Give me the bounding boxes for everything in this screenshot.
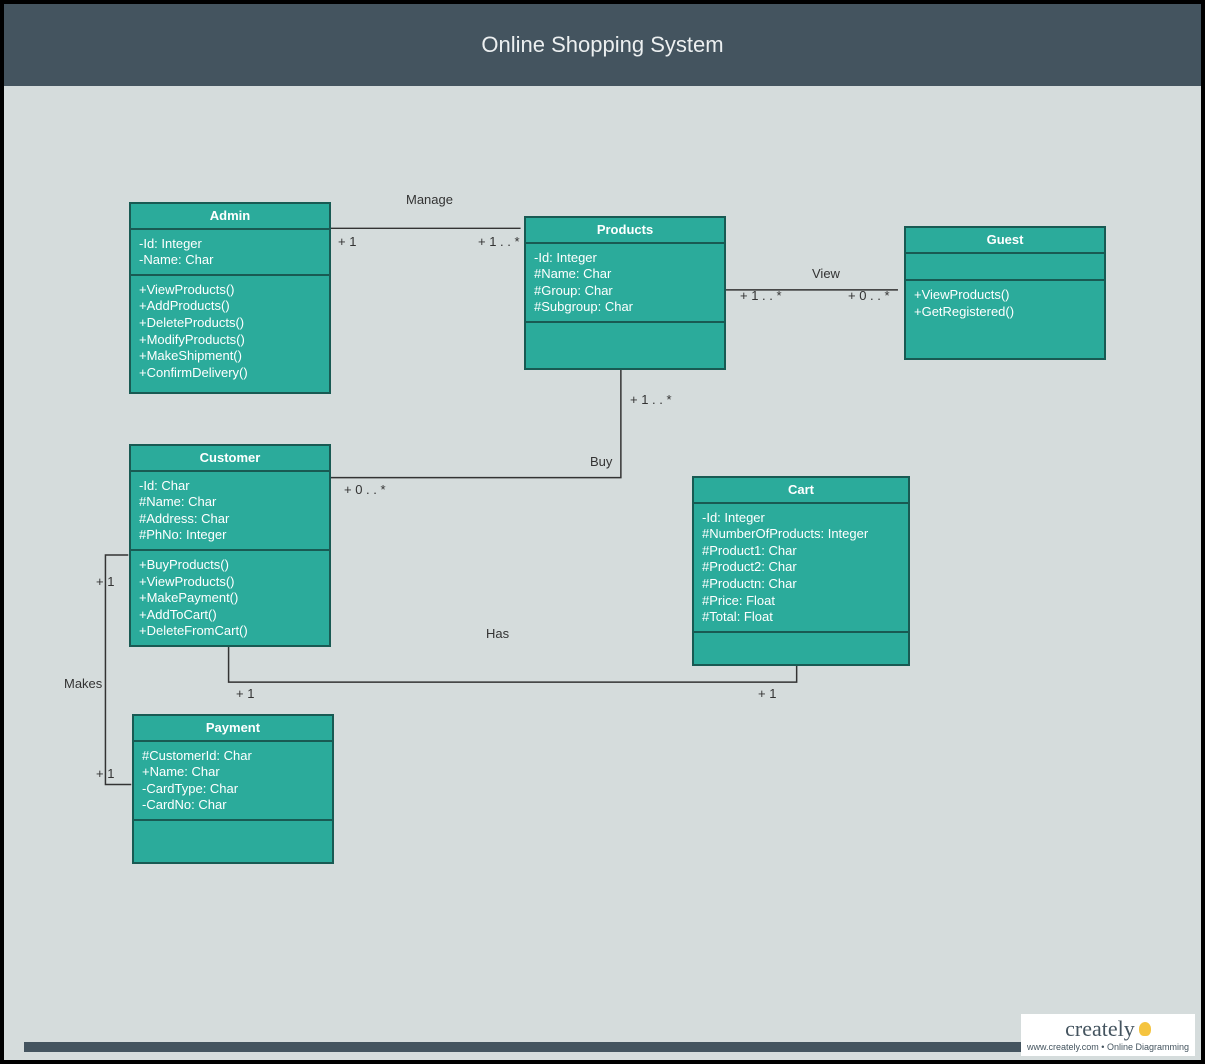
bulb-icon xyxy=(1139,1022,1151,1036)
class-methods: +ViewProducts()+AddProducts()+DeleteProd… xyxy=(131,276,329,387)
method-row: +MakeShipment() xyxy=(139,348,321,364)
edge-label-customer-cart: Has xyxy=(486,626,509,641)
attribute-row: #Product2: Char xyxy=(702,559,900,575)
class-attributes: -Id: Integer-Name: Char xyxy=(131,230,329,276)
method-row: +ViewProducts() xyxy=(139,574,321,590)
multiplicity: + 1 . . * xyxy=(478,234,520,249)
class-title: Admin xyxy=(131,204,329,230)
class-title: Cart xyxy=(694,478,908,504)
edge-label-products-customer: Buy xyxy=(590,454,612,469)
multiplicity: + 1 . . * xyxy=(740,288,782,303)
class-title: Payment xyxy=(134,716,332,742)
class-methods xyxy=(134,821,332,847)
method-row: +ModifyProducts() xyxy=(139,332,321,348)
page-outer: Online Shopping System Admin-Id: Integer… xyxy=(0,0,1205,1064)
brand-tagline: www.creately.com • Online Diagramming xyxy=(1027,1042,1189,1052)
diagram-title: Online Shopping System xyxy=(4,4,1201,86)
class-attributes: -Id: Integer#NumberOfProducts: Integer#P… xyxy=(694,504,908,633)
attribute-row: #Total: Float xyxy=(702,609,900,625)
edge-label-admin-products: Manage xyxy=(406,192,453,207)
attribute-row: #Product1: Char xyxy=(702,543,900,559)
method-row: +GetRegistered() xyxy=(914,304,1096,320)
attribute-row: #Name: Char xyxy=(139,494,321,510)
method-row: +AddProducts() xyxy=(139,298,321,314)
class-attributes: -Id: Char#Name: Char#Address: Char#PhNo:… xyxy=(131,472,329,551)
attribute-row: #PhNo: Integer xyxy=(139,527,321,543)
class-attributes: #CustomerId: Char+Name: Char-CardType: C… xyxy=(134,742,332,821)
attribute-row: #Name: Char xyxy=(534,266,716,282)
multiplicity: + 1 . . * xyxy=(630,392,672,407)
attribute-row: -CardNo: Char xyxy=(142,797,324,813)
method-row: +BuyProducts() xyxy=(139,557,321,573)
class-title: Products xyxy=(526,218,724,244)
method-row: +MakePayment() xyxy=(139,590,321,606)
multiplicity: + 0 . . * xyxy=(848,288,890,303)
attribute-row: -Id: Integer xyxy=(534,250,716,266)
attribute-row: -Id: Integer xyxy=(702,510,900,526)
class-title: Guest xyxy=(906,228,1104,254)
attribute-row: #Subgroup: Char xyxy=(534,299,716,315)
multiplicity: + 1 xyxy=(758,686,776,701)
class-methods xyxy=(526,323,724,349)
multiplicity: + 1 xyxy=(96,574,114,589)
attribute-row: -Id: Char xyxy=(139,478,321,494)
multiplicity: + 1 xyxy=(236,686,254,701)
edge-products-customer xyxy=(329,368,621,477)
edge-customer-payment xyxy=(105,555,131,784)
method-row: +ViewProducts() xyxy=(914,287,1096,303)
brand-name: creately xyxy=(1065,1016,1135,1042)
class-cart: Cart-Id: Integer#NumberOfProducts: Integ… xyxy=(692,476,910,666)
edge-label-customer-payment: Makes xyxy=(64,676,102,691)
multiplicity: + 1 xyxy=(96,766,114,781)
method-row: +AddToCart() xyxy=(139,607,321,623)
multiplicity: + 0 . . * xyxy=(344,482,386,497)
attribute-row: #Productn: Char xyxy=(702,576,900,592)
class-attributes xyxy=(906,254,1104,282)
brand-logo-text: creately xyxy=(1065,1016,1151,1042)
diagram-canvas: Admin-Id: Integer-Name: Char+ViewProduct… xyxy=(24,86,1181,1040)
attribute-row: -Name: Char xyxy=(139,252,321,268)
attribute-row: -Id: Integer xyxy=(139,236,321,252)
method-row: +DeleteFromCart() xyxy=(139,623,321,639)
class-methods: +BuyProducts()+ViewProducts()+MakePaymen… xyxy=(131,551,329,645)
class-attributes: -Id: Integer#Name: Char#Group: Char#Subg… xyxy=(526,244,724,323)
class-payment: Payment#CustomerId: Char+Name: Char-Card… xyxy=(132,714,334,864)
multiplicity: + 1 xyxy=(338,234,356,249)
attribute-row: #Address: Char xyxy=(139,511,321,527)
class-methods: +ViewProducts()+GetRegistered() xyxy=(906,281,1104,325)
method-row: +ConfirmDelivery() xyxy=(139,365,321,381)
method-row: +ViewProducts() xyxy=(139,282,321,298)
class-products: Products-Id: Integer#Name: Char#Group: C… xyxy=(524,216,726,370)
class-title: Customer xyxy=(131,446,329,472)
page-frame: Online Shopping System Admin-Id: Integer… xyxy=(4,4,1201,1060)
class-customer: Customer-Id: Char#Name: Char#Address: Ch… xyxy=(129,444,331,647)
attribute-row: +Name: Char xyxy=(142,764,324,780)
attribute-row: #CustomerId: Char xyxy=(142,748,324,764)
attribute-row: -CardType: Char xyxy=(142,781,324,797)
edge-label-products-guest: View xyxy=(812,266,840,281)
attribute-row: #Group: Char xyxy=(534,283,716,299)
class-admin: Admin-Id: Integer-Name: Char+ViewProduct… xyxy=(129,202,331,394)
diagram-title-text: Online Shopping System xyxy=(481,32,723,58)
attribute-row: #NumberOfProducts: Integer xyxy=(702,526,900,542)
attribute-row: #Price: Float xyxy=(702,593,900,609)
class-guest: Guest +ViewProducts()+GetRegistered() xyxy=(904,226,1106,360)
brand-logo: creately www.creately.com • Online Diagr… xyxy=(1021,1014,1195,1056)
method-row: +DeleteProducts() xyxy=(139,315,321,331)
class-methods xyxy=(694,633,908,659)
footer-bar xyxy=(24,1042,1181,1052)
